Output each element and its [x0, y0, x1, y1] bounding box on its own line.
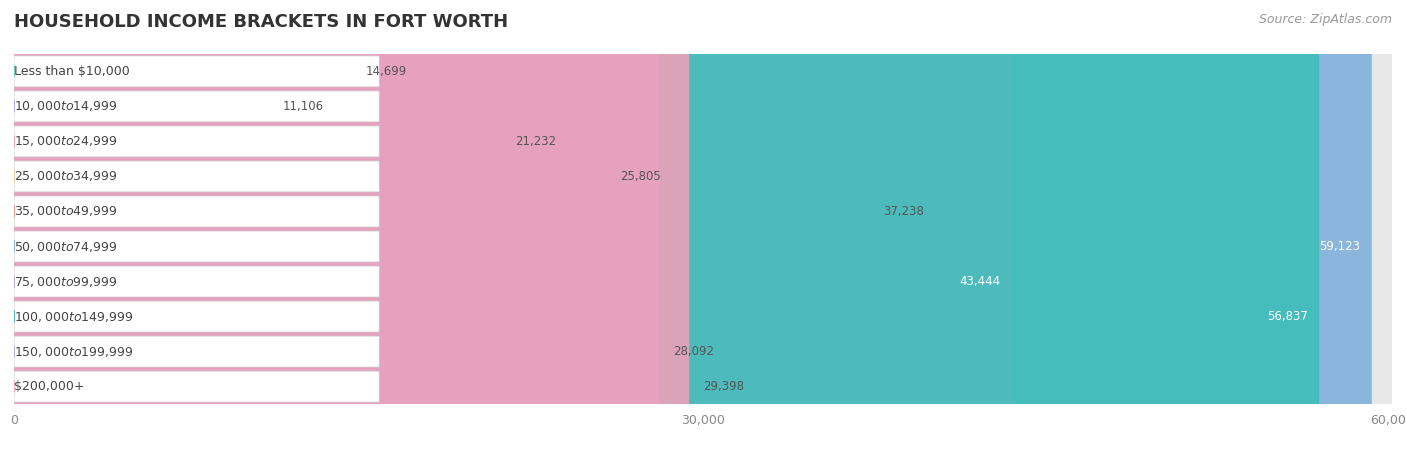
FancyBboxPatch shape [14, 0, 606, 449]
FancyBboxPatch shape [14, 0, 1392, 449]
Text: 21,232: 21,232 [516, 135, 557, 148]
FancyBboxPatch shape [14, 0, 1392, 449]
FancyBboxPatch shape [14, 0, 1012, 449]
FancyBboxPatch shape [14, 0, 1392, 449]
FancyBboxPatch shape [14, 0, 1392, 449]
FancyBboxPatch shape [14, 0, 659, 449]
Text: HOUSEHOLD INCOME BRACKETS IN FORT WORTH: HOUSEHOLD INCOME BRACKETS IN FORT WORTH [14, 13, 508, 31]
FancyBboxPatch shape [14, 0, 1392, 449]
FancyBboxPatch shape [14, 231, 380, 262]
Text: 28,092: 28,092 [673, 345, 714, 358]
FancyBboxPatch shape [14, 0, 502, 449]
FancyBboxPatch shape [14, 0, 1372, 449]
Text: $200,000+: $200,000+ [14, 380, 84, 393]
Text: 11,106: 11,106 [283, 100, 323, 113]
FancyBboxPatch shape [14, 0, 1392, 449]
FancyBboxPatch shape [14, 371, 380, 402]
FancyBboxPatch shape [14, 0, 1392, 449]
FancyBboxPatch shape [14, 301, 380, 332]
FancyBboxPatch shape [14, 0, 1319, 449]
FancyBboxPatch shape [14, 196, 380, 227]
FancyBboxPatch shape [14, 0, 1392, 449]
FancyBboxPatch shape [14, 0, 1392, 449]
FancyBboxPatch shape [14, 0, 1392, 449]
FancyBboxPatch shape [14, 0, 1392, 449]
FancyBboxPatch shape [14, 161, 380, 192]
Text: 43,444: 43,444 [959, 275, 1000, 288]
FancyBboxPatch shape [14, 0, 269, 449]
Text: 37,238: 37,238 [883, 205, 924, 218]
Text: $75,000 to $99,999: $75,000 to $99,999 [14, 274, 118, 289]
FancyBboxPatch shape [14, 0, 689, 449]
FancyBboxPatch shape [14, 0, 1392, 449]
FancyBboxPatch shape [14, 0, 1392, 449]
Text: Less than $10,000: Less than $10,000 [14, 65, 129, 78]
FancyBboxPatch shape [14, 0, 1392, 449]
FancyBboxPatch shape [14, 0, 1392, 449]
Text: $150,000 to $199,999: $150,000 to $199,999 [14, 344, 134, 359]
Text: 56,837: 56,837 [1267, 310, 1308, 323]
FancyBboxPatch shape [14, 266, 380, 297]
FancyBboxPatch shape [14, 0, 1392, 449]
FancyBboxPatch shape [14, 0, 1392, 449]
FancyBboxPatch shape [14, 0, 1392, 449]
FancyBboxPatch shape [14, 336, 380, 367]
Text: $100,000 to $149,999: $100,000 to $149,999 [14, 309, 134, 324]
Text: $35,000 to $49,999: $35,000 to $49,999 [14, 204, 118, 219]
Text: 59,123: 59,123 [1319, 240, 1361, 253]
FancyBboxPatch shape [14, 0, 1392, 449]
Text: $10,000 to $14,999: $10,000 to $14,999 [14, 99, 118, 114]
Text: $50,000 to $74,999: $50,000 to $74,999 [14, 239, 118, 254]
FancyBboxPatch shape [14, 0, 352, 449]
FancyBboxPatch shape [14, 0, 1392, 449]
FancyBboxPatch shape [14, 56, 380, 87]
Text: 25,805: 25,805 [620, 170, 661, 183]
Text: 29,398: 29,398 [703, 380, 744, 393]
Text: Source: ZipAtlas.com: Source: ZipAtlas.com [1258, 13, 1392, 26]
Text: $15,000 to $24,999: $15,000 to $24,999 [14, 134, 118, 149]
Text: 14,699: 14,699 [366, 65, 406, 78]
FancyBboxPatch shape [14, 126, 380, 157]
FancyBboxPatch shape [14, 0, 869, 449]
Text: $25,000 to $34,999: $25,000 to $34,999 [14, 169, 118, 184]
FancyBboxPatch shape [14, 91, 380, 122]
